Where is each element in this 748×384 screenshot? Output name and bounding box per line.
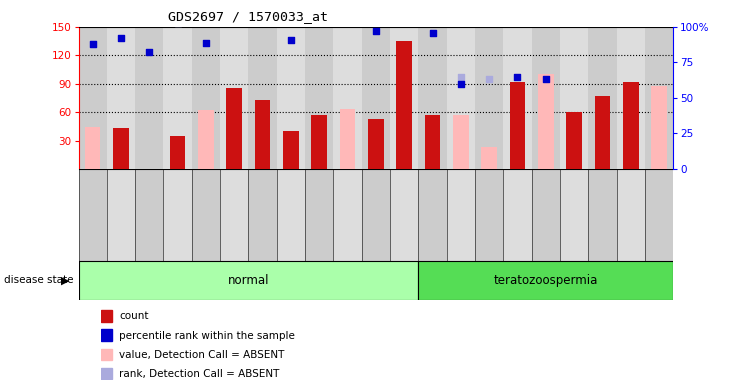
Bar xyxy=(538,74,554,169)
Text: teratozoospermia: teratozoospermia xyxy=(494,274,598,287)
Bar xyxy=(447,27,475,169)
Bar xyxy=(191,27,220,169)
Bar xyxy=(390,27,418,169)
Bar xyxy=(532,27,560,169)
Bar xyxy=(277,169,305,261)
Bar xyxy=(334,169,362,261)
Bar xyxy=(595,96,610,169)
Bar xyxy=(277,27,305,169)
Point xyxy=(455,81,467,87)
Bar xyxy=(362,169,390,261)
Bar xyxy=(79,27,107,169)
Bar xyxy=(453,115,468,169)
Bar xyxy=(101,329,112,341)
Bar xyxy=(248,169,277,261)
Bar xyxy=(283,131,298,169)
Point xyxy=(370,28,381,34)
Bar xyxy=(475,169,503,261)
Bar xyxy=(482,147,497,169)
Bar xyxy=(503,169,532,261)
Bar xyxy=(560,169,588,261)
Bar xyxy=(532,169,560,261)
Bar xyxy=(107,27,135,169)
Bar xyxy=(79,261,418,300)
Text: ▶: ▶ xyxy=(61,275,70,285)
Bar xyxy=(616,27,645,169)
Bar xyxy=(135,169,164,261)
Text: percentile rank within the sample: percentile rank within the sample xyxy=(119,331,295,341)
Point xyxy=(285,36,297,43)
Point xyxy=(653,7,665,13)
Bar xyxy=(509,82,525,169)
Bar xyxy=(362,27,390,169)
Bar xyxy=(107,169,135,261)
Bar xyxy=(560,27,588,169)
Bar xyxy=(645,169,673,261)
Bar xyxy=(164,169,191,261)
Text: normal: normal xyxy=(227,274,269,287)
Bar xyxy=(79,169,107,261)
Bar xyxy=(623,82,639,169)
Bar xyxy=(503,27,532,169)
Text: GDS2697 / 1570033_at: GDS2697 / 1570033_at xyxy=(168,10,328,23)
Bar xyxy=(588,169,616,261)
Bar xyxy=(198,110,214,169)
Bar xyxy=(418,261,673,300)
Bar xyxy=(164,27,191,169)
Bar xyxy=(334,27,362,169)
Point xyxy=(313,14,325,20)
Point xyxy=(87,41,99,47)
Point xyxy=(483,76,495,83)
Point xyxy=(342,17,354,23)
Bar xyxy=(616,169,645,261)
Point xyxy=(200,40,212,46)
Bar xyxy=(447,169,475,261)
Bar xyxy=(652,86,666,169)
Point xyxy=(342,14,354,20)
Point xyxy=(455,74,467,80)
Point xyxy=(257,7,269,13)
Point xyxy=(87,41,99,47)
Text: disease state: disease state xyxy=(4,275,73,285)
Text: rank, Detection Call = ABSENT: rank, Detection Call = ABSENT xyxy=(119,369,279,379)
Bar xyxy=(588,27,616,169)
Point xyxy=(426,30,438,36)
Bar xyxy=(340,109,355,169)
Point xyxy=(540,76,552,83)
Bar xyxy=(101,368,112,379)
Bar xyxy=(220,27,248,169)
Point xyxy=(144,50,156,56)
Bar xyxy=(191,169,220,261)
Text: value, Detection Call = ABSENT: value, Detection Call = ABSENT xyxy=(119,350,284,360)
Bar xyxy=(227,88,242,169)
Bar xyxy=(396,41,412,169)
Bar xyxy=(418,169,447,261)
Bar xyxy=(101,310,112,322)
Bar xyxy=(220,169,248,261)
Bar xyxy=(311,115,327,169)
Bar xyxy=(305,27,334,169)
Bar xyxy=(425,115,441,169)
Bar xyxy=(113,128,129,169)
Point xyxy=(228,2,240,8)
Point xyxy=(596,10,608,16)
Point xyxy=(568,7,580,13)
Bar xyxy=(475,27,503,169)
Bar xyxy=(645,27,673,169)
Bar xyxy=(101,349,112,360)
Bar xyxy=(85,127,100,169)
Point xyxy=(115,35,127,41)
Bar xyxy=(368,119,384,169)
Bar xyxy=(170,136,186,169)
Bar xyxy=(135,27,164,169)
Bar xyxy=(248,27,277,169)
Text: count: count xyxy=(119,311,148,321)
Bar xyxy=(390,169,418,261)
Bar xyxy=(418,27,447,169)
Point xyxy=(512,74,524,80)
Bar xyxy=(305,169,334,261)
Point xyxy=(171,20,184,26)
Bar xyxy=(255,100,270,169)
Bar xyxy=(566,112,582,169)
